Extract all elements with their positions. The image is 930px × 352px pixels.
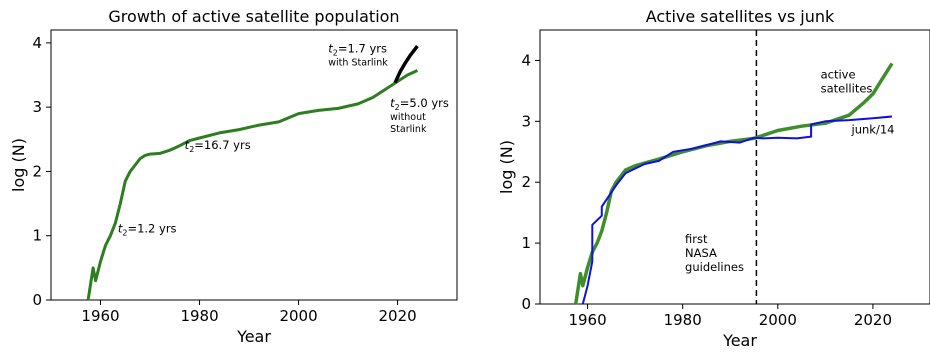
chart-left-xtick-label: 2020 [378, 307, 416, 325]
chart-right-series-line-junk [581, 115, 893, 305]
chart-left-annotation-note: with Starlink [328, 58, 388, 69]
chart-right-xtick-label: 1980 [664, 311, 702, 329]
chart-left: Growth of active satellite population 19… [9, 7, 458, 346]
chart-right-xtick-label: 1960 [568, 311, 606, 329]
chart-right-title: Active satellites vs junk [646, 7, 835, 26]
chart-right-ytick-label: 0 [521, 295, 531, 313]
chart-right-xtick-label: 2020 [854, 311, 892, 329]
chart-left-annotation: t2=16.7 yrs [185, 138, 251, 154]
chart-left-annotation: t2=1.7 yrs [328, 42, 387, 58]
chart-left-ytick-label: 2 [32, 162, 42, 180]
chart-right-annotation: NASA [685, 246, 717, 260]
chart-left-series-line-starlink [393, 45, 419, 84]
chart-left-annotation: t2=1.2 yrs [118, 222, 177, 238]
chart-left-annotation-note: without [390, 112, 426, 123]
chart-right-ytick-label: 4 [521, 51, 531, 69]
chart-right-annotation: satellites [821, 82, 873, 96]
chart-right-annotation: active [821, 68, 856, 82]
chart-left-xtick-label: 2000 [279, 307, 317, 325]
chart-left-series-line-active [86, 69, 419, 301]
chart-right-frame [539, 29, 930, 305]
chart-right: Active satellites vs junk 1960 1980 2000 20… [497, 7, 930, 350]
chart-left-ticks: 1960 1980 2000 2020 0 1 2 3 4 [32, 34, 416, 325]
chart-right-annotation: guidelines [685, 260, 744, 274]
chart-right-ytick-label: 3 [521, 112, 531, 130]
chart-right-ytick-label: 2 [521, 173, 531, 191]
chart-right-annotation: junk/14 [851, 123, 895, 137]
chart-left-ylabel: log (N) [9, 138, 28, 192]
chart-right-xlabel: Year [722, 331, 757, 348]
chart-right-ytick-label: 1 [521, 234, 531, 252]
chart-left-series [86, 45, 419, 301]
chart-left-xtick-label: 1980 [180, 307, 218, 325]
chart-left-ytick-label: 3 [32, 98, 42, 116]
chart-left-frame [50, 29, 458, 301]
chart-left-ytick-label: 1 [32, 227, 42, 245]
chart-right-ticks: 1960 1980 2000 2020 0 1 2 3 4 [521, 51, 892, 329]
chart-right-ylabel: log (N) [497, 140, 516, 194]
chart-left-ytick-label: 4 [32, 34, 42, 52]
chart-left-annotation-note: Starlink [390, 124, 427, 135]
chart-left-annotation: t2=5.0 yrs [390, 96, 449, 112]
chart-left-ytick-label: 0 [32, 291, 42, 309]
chart-right-annotation: first [685, 232, 708, 246]
chart-right-series [573, 30, 894, 305]
chart-left-xlabel: Year [236, 327, 271, 346]
chart-right-xtick-label: 2000 [759, 311, 797, 329]
chart-left-xtick-label: 1960 [81, 307, 119, 325]
chart-left-title: Growth of active satellite population [108, 7, 399, 26]
